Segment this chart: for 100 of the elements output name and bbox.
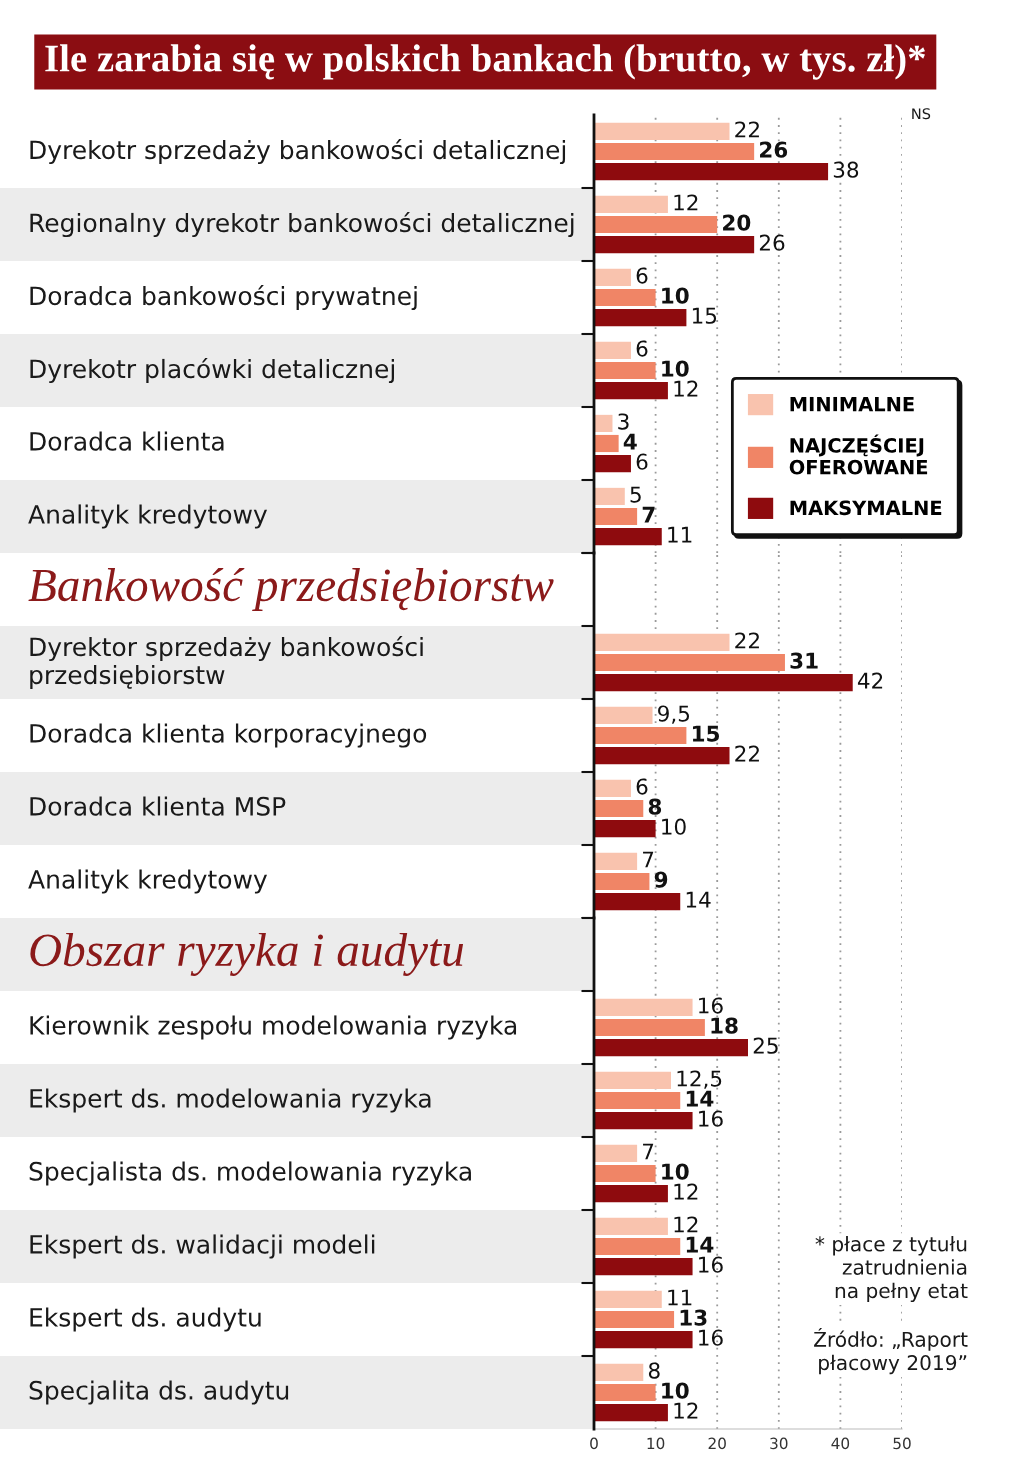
bar xyxy=(594,1237,681,1256)
y-tick-label: Kierownik zespołu modelowania ryzyka xyxy=(30,1015,517,1040)
x-tick-label: 30 xyxy=(770,1437,788,1450)
data-label: 11 xyxy=(668,1289,692,1306)
data-label: 12 xyxy=(674,194,698,211)
bar xyxy=(594,852,638,870)
data-label: 10 xyxy=(662,1382,689,1399)
data-label: 25 xyxy=(753,1037,778,1054)
bar xyxy=(594,1217,668,1235)
bar xyxy=(594,1018,705,1037)
bar xyxy=(594,268,631,286)
bar xyxy=(594,122,730,140)
data-label: 8 xyxy=(648,798,662,815)
y-tick-label: Dyrektor sprzedaży bankowości przedsiębiorstw xyxy=(30,635,423,690)
bar xyxy=(594,726,687,745)
bar xyxy=(594,1039,748,1057)
bar xyxy=(594,142,755,161)
bar xyxy=(594,706,653,724)
data-label: 7 xyxy=(643,851,654,868)
y-tick-label: Dyrekotr sprzedaży bankowości detalicznej xyxy=(30,138,566,165)
y-tick-label: Doradca bankowości prywatnej xyxy=(30,284,417,311)
bar xyxy=(594,487,625,505)
bar xyxy=(594,382,668,400)
data-label: 12 xyxy=(674,1216,698,1233)
data-label: 22 xyxy=(735,745,759,762)
data-label: 14 xyxy=(686,1090,714,1107)
data-label: 6 xyxy=(636,778,648,795)
bar xyxy=(594,1290,662,1308)
bar xyxy=(594,1331,693,1349)
legend-label: MINIMALNE xyxy=(790,396,914,412)
bar xyxy=(594,779,631,797)
data-label: 12,5 xyxy=(677,1070,722,1089)
annotation: * płace z tytułu zatrudnienia na pełny etat xyxy=(815,1236,968,1303)
x-tick-label: 50 xyxy=(893,1437,911,1450)
bar xyxy=(594,1185,668,1203)
data-label: 7 xyxy=(642,506,655,523)
data-label: 11 xyxy=(668,526,692,543)
data-label: 31 xyxy=(790,652,818,669)
y-tick-label: Doradca klienta korporacyjnego xyxy=(30,723,427,748)
bar xyxy=(594,1144,638,1162)
data-label: 10 xyxy=(662,287,689,304)
data-label: 22 xyxy=(735,632,759,649)
data-label: 12 xyxy=(674,1183,698,1200)
y-tick-label: Doradca klienta MSP xyxy=(30,796,286,816)
y-tick-label: Ekspert ds. audytu xyxy=(30,1307,261,1332)
data-label: 18 xyxy=(711,1017,738,1034)
bar xyxy=(594,361,656,380)
bar xyxy=(594,507,638,526)
bar xyxy=(594,1310,675,1329)
bar xyxy=(594,1164,656,1183)
bar xyxy=(594,633,730,651)
bar xyxy=(594,455,631,473)
chart-title: Bankowość przedsiębiorstw xyxy=(28,568,554,611)
legend-label: NAJCZĘŚCIEJ OFEROWANE xyxy=(789,434,928,475)
x-tick-label: 20 xyxy=(708,1437,726,1450)
chart-title: Obszar ryzyka i audytu xyxy=(30,933,464,976)
bar xyxy=(594,1258,693,1276)
bar xyxy=(594,288,656,307)
data-label: 6 xyxy=(636,267,648,284)
bar xyxy=(594,893,681,911)
data-label: 26 xyxy=(760,141,788,158)
bar xyxy=(594,309,687,327)
bar xyxy=(594,1383,656,1402)
bar xyxy=(594,163,829,181)
data-label: 15 xyxy=(693,725,720,742)
legend-label: MAKSYMALNE xyxy=(790,500,942,516)
data-label: 9,5 xyxy=(658,705,690,724)
data-label: 6 xyxy=(636,340,648,357)
data-label: 13 xyxy=(680,1309,707,1326)
data-label: 14 xyxy=(686,1236,714,1253)
data-label: 16 xyxy=(699,1256,723,1273)
data-label: 12 xyxy=(674,380,698,397)
data-label: 4 xyxy=(623,433,637,450)
bar xyxy=(594,1091,681,1110)
y-tick-label: Doradca klienta xyxy=(30,431,224,451)
data-label: 10 xyxy=(662,1163,689,1180)
bar xyxy=(594,820,656,838)
y-tick-label: Analityk kredytowy xyxy=(28,504,268,529)
bar xyxy=(594,1112,693,1130)
bar xyxy=(594,434,619,453)
data-label: 16 xyxy=(699,1110,723,1127)
y-tick-label: Analityk kredytowy xyxy=(28,869,268,894)
bar xyxy=(594,872,650,891)
data-label: 3 xyxy=(618,413,629,430)
bar xyxy=(594,215,718,234)
data-label: 22 xyxy=(735,121,759,138)
annotation: Źródło: „Raport płacowy 2019” xyxy=(814,1328,968,1375)
data-label: 16 xyxy=(699,1329,723,1346)
x-tick-label: 10 xyxy=(647,1437,665,1450)
bar xyxy=(594,653,785,672)
text: NS xyxy=(912,108,931,120)
bar xyxy=(594,414,613,432)
data-label: 6 xyxy=(636,453,648,470)
data-label: 26 xyxy=(759,234,785,251)
bar xyxy=(594,674,853,692)
y-tick-label: Ekspert ds. modelowania ryzyka xyxy=(30,1088,431,1113)
data-label: 10 xyxy=(662,818,686,835)
bar xyxy=(594,799,644,818)
data-label: 8 xyxy=(648,1362,660,1379)
data-label: 5 xyxy=(630,486,641,503)
